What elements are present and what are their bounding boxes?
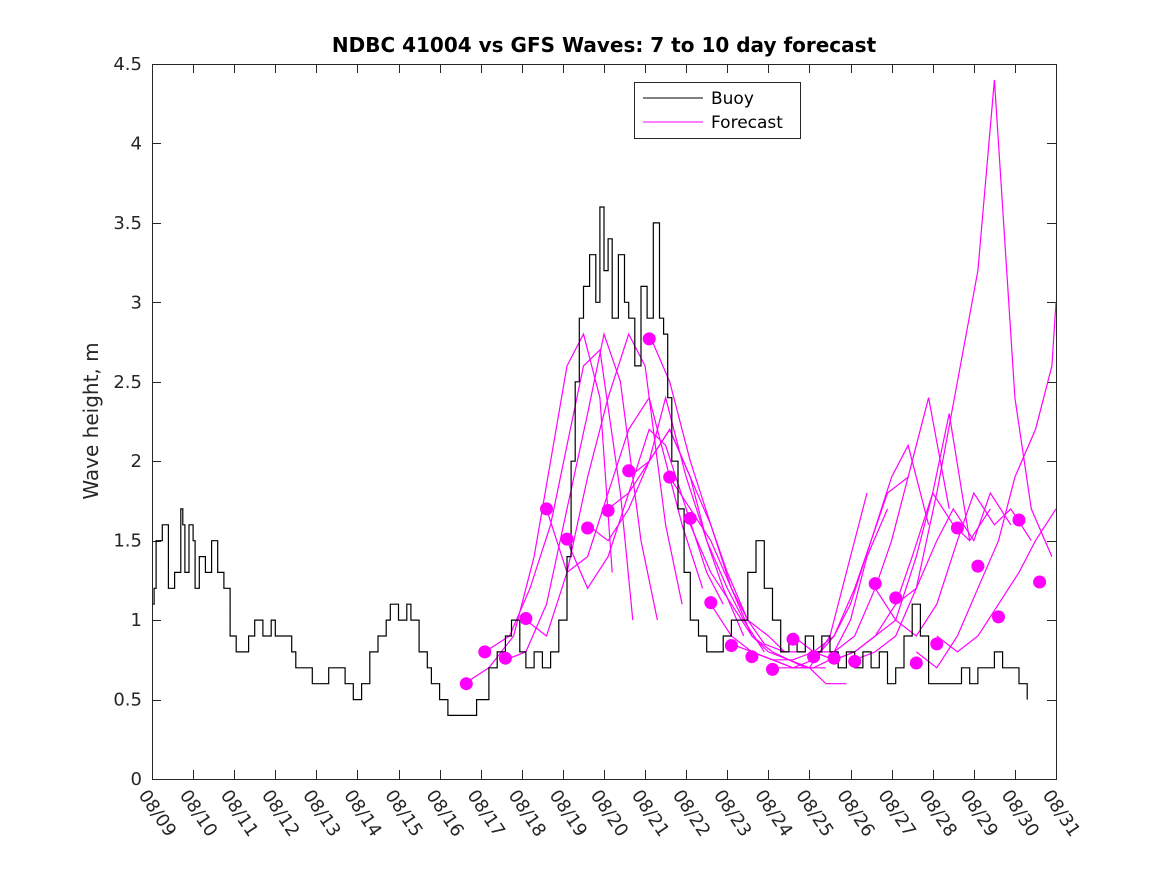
- y-tick-label: 4: [131, 133, 142, 154]
- x-tick-label: 08/25: [791, 786, 837, 841]
- x-tick-label: 08/16: [421, 786, 467, 841]
- x-tick-label: 08/31: [1038, 786, 1084, 841]
- forecast-line-15: [772, 443, 930, 669]
- y-tick-labels: 0 0.5 1 1.5 2 2.5 3 3.5 4 4.5: [113, 54, 142, 790]
- series-layer: [152, 79, 1056, 716]
- x-tick-label: 08/17: [463, 786, 509, 841]
- y-tick-label: 2: [131, 451, 142, 472]
- forecast-marker: [992, 610, 1005, 624]
- x-tick-label: 08/22: [668, 786, 714, 841]
- x-tick-label: 08/23: [709, 786, 755, 841]
- x-tick-label: 08/26: [832, 786, 878, 841]
- forecast-line-21: [895, 79, 1053, 605]
- legend: Buoy Forecast: [634, 82, 801, 139]
- x-tick-label: 08/12: [257, 786, 303, 841]
- forecast-marker: [704, 596, 718, 610]
- x-tick-label: 08/24: [750, 786, 796, 841]
- forecast-line-23: [936, 508, 1056, 653]
- y-tick-label: 3.5: [113, 213, 142, 234]
- forecast-marker: [786, 632, 800, 646]
- forecast-line-14: [751, 476, 909, 661]
- forecast-line-6: [587, 395, 745, 637]
- forecast-marker: [827, 651, 841, 665]
- forecast-marker: [540, 502, 553, 516]
- forecast-marker: [459, 677, 473, 691]
- forecast-line-9: [648, 333, 806, 653]
- forecast-marker: [950, 521, 964, 535]
- y-tick-label: 4.5: [113, 54, 142, 75]
- forecast-marker: [745, 650, 759, 664]
- y-tick-label: 2.5: [113, 372, 142, 393]
- y-tick-label: 1.5: [113, 531, 142, 552]
- forecast-marker: [930, 637, 944, 651]
- forecast-line-5: [566, 428, 724, 605]
- buoy-line: [152, 206, 1028, 716]
- x-tick-labels: 08/0908/1008/1108/1208/1308/1408/1508/16…: [134, 786, 1084, 841]
- forecast-marker: [1033, 575, 1047, 589]
- y-tick-label: 0: [131, 769, 142, 790]
- forecast-line-2: [505, 331, 658, 661]
- x-tick-label: 08/10: [175, 786, 221, 841]
- forecast-marker: [478, 645, 492, 659]
- y-axis-label: Wave height, m: [79, 342, 103, 499]
- forecast-line-16: [792, 397, 950, 653]
- chart-title: NDBC 41004 vs GFS Waves: 7 to 10 day for…: [332, 33, 877, 57]
- forecast-marker: [724, 639, 738, 652]
- forecast-marker: [622, 464, 636, 478]
- forecast-marker: [663, 470, 677, 484]
- forecast-marker: [807, 650, 821, 664]
- forecast-line-11: [689, 524, 847, 685]
- y-tick-label: 0.5: [113, 690, 142, 711]
- forecast-line-3: [525, 332, 683, 637]
- axis-ticks: [152, 64, 1057, 780]
- x-tick-label: 08/19: [545, 786, 591, 841]
- forecast-marker: [909, 656, 923, 670]
- forecast-marker: [971, 559, 985, 573]
- x-tick-label: 08/20: [586, 786, 632, 841]
- x-tick-label: 08/18: [504, 786, 550, 841]
- x-tick-label: 08/15: [380, 786, 426, 841]
- forecast-line-18: [833, 491, 991, 661]
- forecast-marker: [560, 532, 574, 546]
- forecast-marker: [581, 521, 595, 535]
- plot-frame: [152, 64, 1057, 780]
- x-tick-label: 08/14: [339, 786, 385, 841]
- forecast-marker: [683, 511, 697, 525]
- forecast-marker: [498, 651, 512, 665]
- forecast-marker: [1012, 513, 1026, 527]
- forecast-line-4: [545, 396, 704, 589]
- x-tick-label: 08/21: [627, 786, 673, 841]
- legend-box: [634, 82, 801, 139]
- forecast-marker: [848, 654, 862, 668]
- x-tick-label: 08/13: [298, 786, 344, 841]
- y-tick-label: 3: [131, 292, 142, 313]
- x-tick-label: 08/30: [997, 786, 1043, 841]
- forecast-markers: [459, 332, 1047, 691]
- forecast-marker: [889, 591, 903, 605]
- x-tick-label: 08/28: [915, 786, 961, 841]
- forecast-marker: [601, 504, 615, 517]
- x-tick-label: 08/11: [216, 786, 262, 841]
- legend-forecast-label: Forecast: [711, 113, 783, 133]
- x-tick-label: 08/09: [134, 786, 180, 841]
- x-tick-label: 08/27: [873, 786, 919, 841]
- forecast-line-22: [915, 302, 1056, 669]
- forecast-marker: [868, 577, 882, 591]
- forecast-line-0: [463, 332, 613, 685]
- x-tick-label: 08/29: [956, 786, 1002, 841]
- y-tick-label: 1: [131, 610, 142, 631]
- forecast-marker: [766, 662, 779, 676]
- forecast-marker: [642, 332, 656, 346]
- forecast-line-1: [484, 348, 634, 653]
- forecast-marker: [519, 612, 533, 625]
- legend-buoy-label: Buoy: [711, 89, 754, 109]
